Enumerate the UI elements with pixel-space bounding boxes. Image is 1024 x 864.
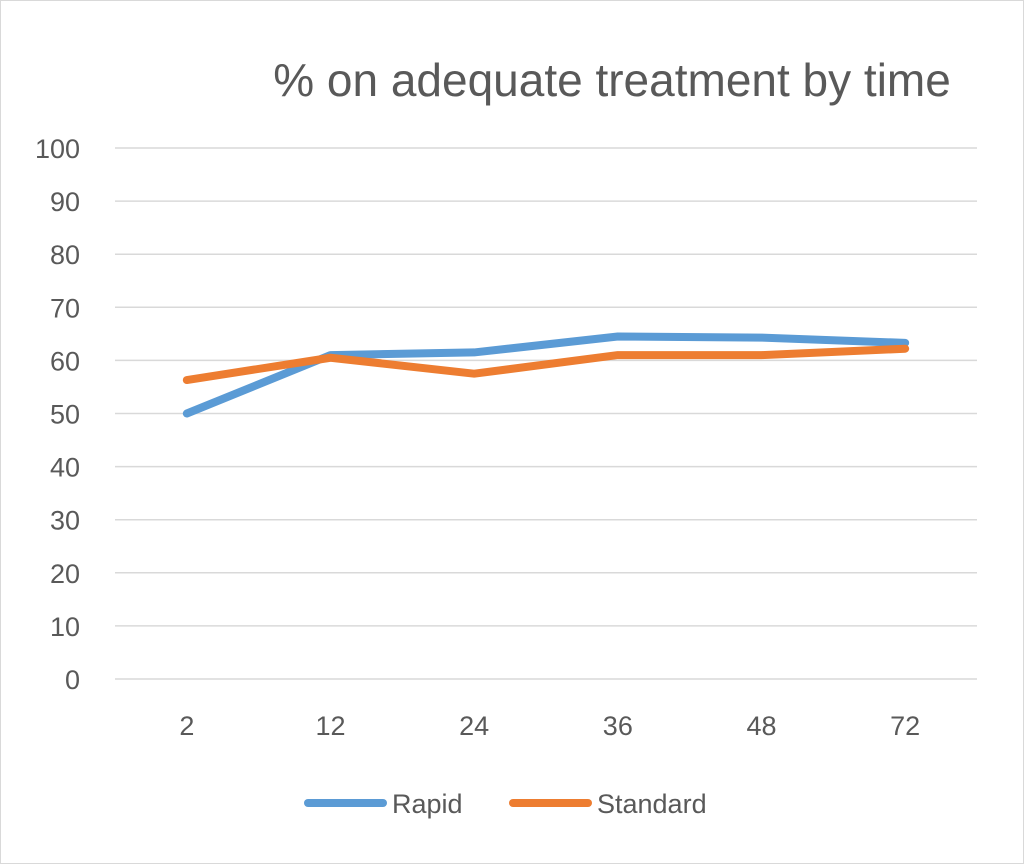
x-tick-label: 48: [746, 711, 776, 741]
y-tick-label: 70: [50, 293, 80, 323]
x-axis-tick-labels: 2 12 24 36 48 72: [179, 711, 920, 741]
series-line-rapid: [182, 332, 910, 418]
y-tick-label: 10: [50, 612, 80, 642]
series-line-standard: [182, 344, 910, 385]
y-tick-label: 20: [50, 559, 80, 589]
y-tick-label: 50: [50, 400, 80, 430]
legend: Rapid Standard: [304, 789, 707, 819]
series-lines: [182, 332, 910, 418]
x-tick-label: 24: [459, 711, 489, 741]
legend-label-standard: Standard: [597, 789, 707, 819]
legend-label-rapid: Rapid: [392, 789, 463, 819]
y-axis-tick-labels: 0 10 20 30 40 50 60 70 80 90 100: [35, 134, 80, 695]
y-tick-label: 30: [50, 506, 80, 536]
y-tick-label: 100: [35, 134, 80, 164]
x-tick-label: 12: [315, 711, 345, 741]
x-tick-label: 36: [603, 711, 633, 741]
y-tick-label: 90: [50, 187, 80, 217]
chart-title: % on adequate treatment by time: [273, 54, 951, 106]
x-tick-label: 72: [890, 711, 920, 741]
y-tick-label: 0: [65, 665, 80, 695]
x-tick-label: 2: [179, 711, 194, 741]
y-tick-label: 80: [50, 240, 80, 270]
gridlines: [115, 147, 977, 680]
y-tick-label: 40: [50, 453, 80, 483]
y-tick-label: 60: [50, 346, 80, 376]
